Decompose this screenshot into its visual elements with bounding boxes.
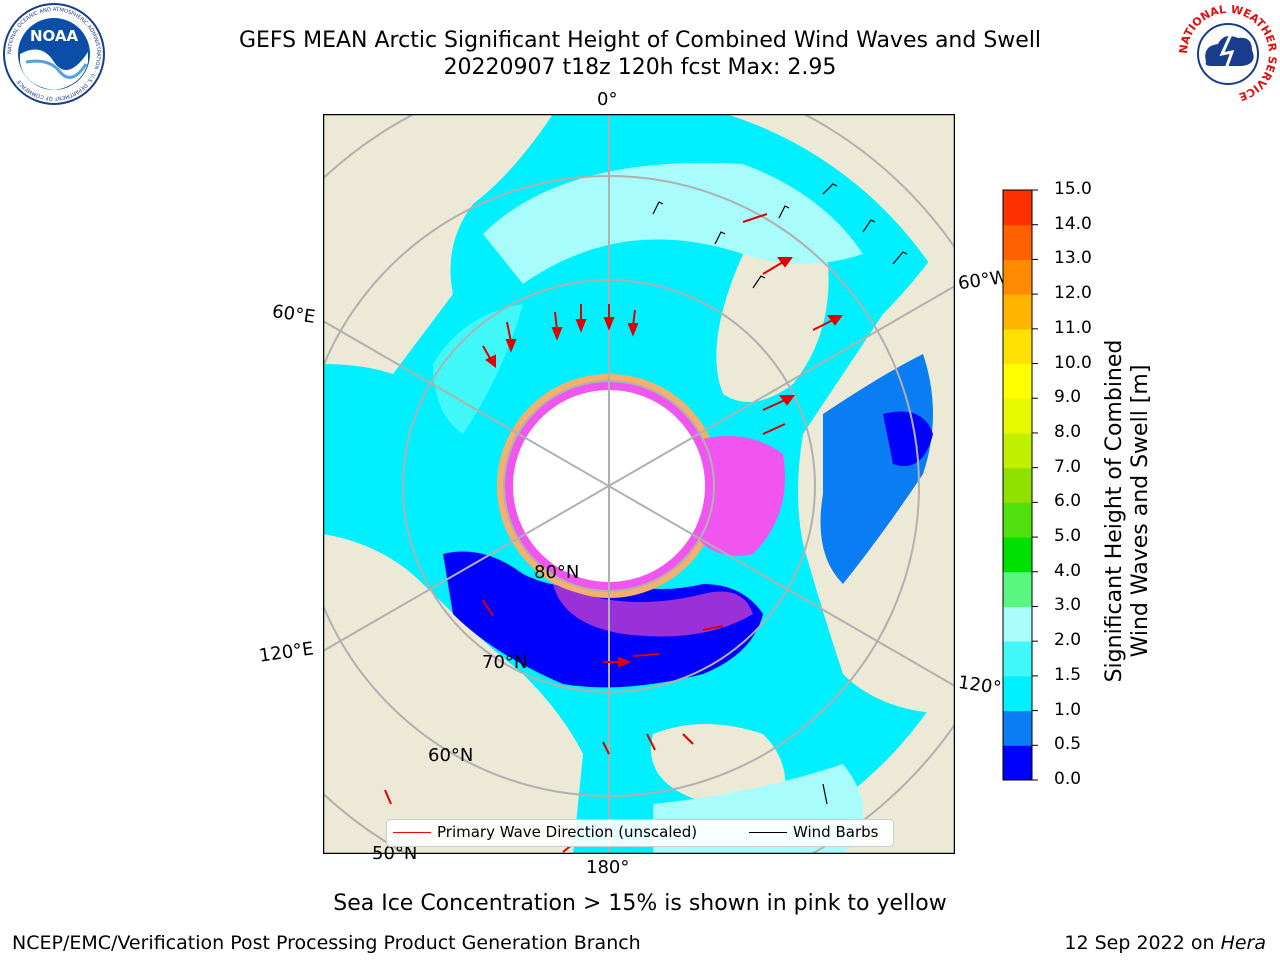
colorbar-tick-label: 10.0 (1054, 352, 1092, 373)
ocean-mid-waves (433, 304, 523, 434)
lat-label-60n: 60°N (428, 745, 474, 766)
colorbar-segment (1003, 398, 1032, 434)
lon-label-60e: 60°E (270, 301, 317, 328)
wave-arrow (702, 625, 724, 631)
colorbar-tick-label: 8.0 (1054, 421, 1082, 442)
legend-wave-direction-swatch (393, 832, 431, 833)
colorbar (1002, 189, 1038, 781)
colorbar-tick-label: 5.0 (1054, 526, 1082, 547)
colorbar-segment (1003, 190, 1032, 226)
sea-ice-note: Sea Ice Concentration > 15% is shown in … (333, 891, 947, 916)
colorbar-label-line2: Wind Waves and Swell [m] (1128, 364, 1153, 658)
arctic-map (323, 114, 955, 854)
land-eurasia-north (323, 114, 553, 374)
colorbar-segment (1003, 294, 1032, 330)
colorbar-tick-label: 7.0 (1054, 456, 1082, 477)
noaa-logo-text: NOAA (30, 27, 79, 45)
colorbar-segment (1003, 502, 1032, 538)
lon-label-0: 0° (597, 89, 618, 110)
wave-arrow (505, 321, 517, 353)
colorbar-segment (1003, 571, 1032, 607)
lat-label-70n: 70°N (482, 652, 528, 673)
footer-date-text: 12 Sep 2022 on (1064, 932, 1221, 954)
wave-arrow (482, 345, 496, 368)
colorbar-tick-label: 4.0 (1054, 560, 1082, 581)
nws-logo: NATIONAL WEATHER SERVICE (1177, 3, 1279, 104)
colorbar-tick-label: 3.0 (1054, 595, 1082, 616)
legend-wave-direction-label: Primary Wave Direction (unscaled) (437, 823, 698, 841)
wave-arrow (551, 311, 563, 341)
colorbar-tick-label: 6.0 (1054, 491, 1082, 512)
colorbar-segment (1003, 259, 1032, 295)
colorbar-tick-label: 13.0 (1054, 248, 1092, 269)
sea-ice-purple (553, 584, 753, 637)
colorbar-label-line1: Significant Height of Combined (1102, 339, 1127, 683)
colorbar-segment (1003, 710, 1032, 746)
wave-arrow (482, 599, 494, 617)
colorbar-segment (1003, 467, 1032, 503)
graticule-meridian-60 (323, 320, 955, 687)
colorbar-segment (1003, 537, 1032, 573)
colorbar-segment (1003, 363, 1032, 399)
colorbar-tick-label: 12.0 (1054, 283, 1092, 304)
colorbar-segment (1003, 606, 1032, 642)
colorbar-segment (1003, 641, 1032, 677)
colorbar-segment (1003, 224, 1032, 260)
colorbar-tick-label: 11.0 (1054, 317, 1092, 338)
colorbar-frame (1002, 189, 1033, 781)
lat-label-50n: 50°N (372, 843, 418, 864)
footer-machine: Hera (1220, 932, 1266, 954)
ocean-low-waves-hudson (883, 411, 933, 466)
colorbar-tick-label: 1.0 (1054, 699, 1082, 720)
ocean-low-waves-canadian (820, 354, 933, 584)
wave-arrow (762, 257, 793, 275)
wave-arrow (575, 304, 587, 333)
wave-arrow (603, 656, 632, 668)
lon-label-180: 180° (586, 857, 630, 878)
graticule-meridian-120 (323, 285, 955, 652)
wave-arrow (632, 653, 660, 657)
wave-direction-arrows (384, 213, 843, 853)
colorbar-tick-label: 0.5 (1054, 734, 1082, 755)
map-legend: Primary Wave Direction (unscaled) Wind B… (386, 819, 894, 847)
colorbar-tick-label: 0.0 (1054, 769, 1082, 789)
colorbar-tick-label: 14.0 (1054, 213, 1092, 234)
wind-barbs (652, 183, 908, 805)
legend-wind-barbs-label: Wind Barbs (793, 823, 879, 841)
wave-arrow (627, 309, 639, 337)
wave-arrow (384, 789, 392, 805)
land-greenland (716, 246, 829, 402)
colorbar-tick-label: 2.0 (1054, 630, 1082, 651)
chart-title: GEFS MEAN Arctic Significant Height of C… (238, 28, 1042, 53)
footer-date: 12 Sep 2022 on Hera (1064, 932, 1266, 954)
wave-arrow (762, 423, 786, 435)
noaa-logo: NATIONAL OCEANIC AND ATMOSPHERIC ADMINIS… (3, 3, 105, 105)
wave-arrow (603, 304, 615, 331)
sea-ice-canadian-archipelago (683, 436, 785, 556)
colorbar-tick-label: 9.0 (1054, 387, 1082, 408)
lon-label-120w: 120° (956, 672, 1003, 699)
wave-arrow (812, 315, 843, 331)
wave-arrow (762, 395, 795, 411)
colorbar-tick-label: 1.5 (1054, 664, 1082, 685)
wave-arrow (602, 741, 610, 755)
lon-label-120e: 120°E (257, 638, 315, 667)
colorbar-segment (1003, 745, 1032, 781)
wave-arrow (742, 213, 768, 223)
footer-branch: NCEP/EMC/Verification Post Processing Pr… (12, 932, 641, 954)
wave-arrow (682, 733, 694, 745)
colorbar-segment (1003, 432, 1032, 469)
colorbar-segment (1003, 328, 1032, 365)
lat-label-80n: 80°N (534, 562, 580, 583)
chart-subtitle-run: 20220907 t18z 120h fcst Max: 2.95 (443, 55, 837, 80)
colorbar-label: Significant Height of Combined Wind Wave… (1102, 261, 1154, 761)
colorbar-segment (1003, 675, 1032, 712)
colorbar-tick-label: 15.0 (1054, 179, 1092, 199)
wave-arrow (646, 733, 656, 751)
ocean-swell-band (483, 162, 863, 284)
legend-wind-barbs-swatch (749, 832, 787, 833)
